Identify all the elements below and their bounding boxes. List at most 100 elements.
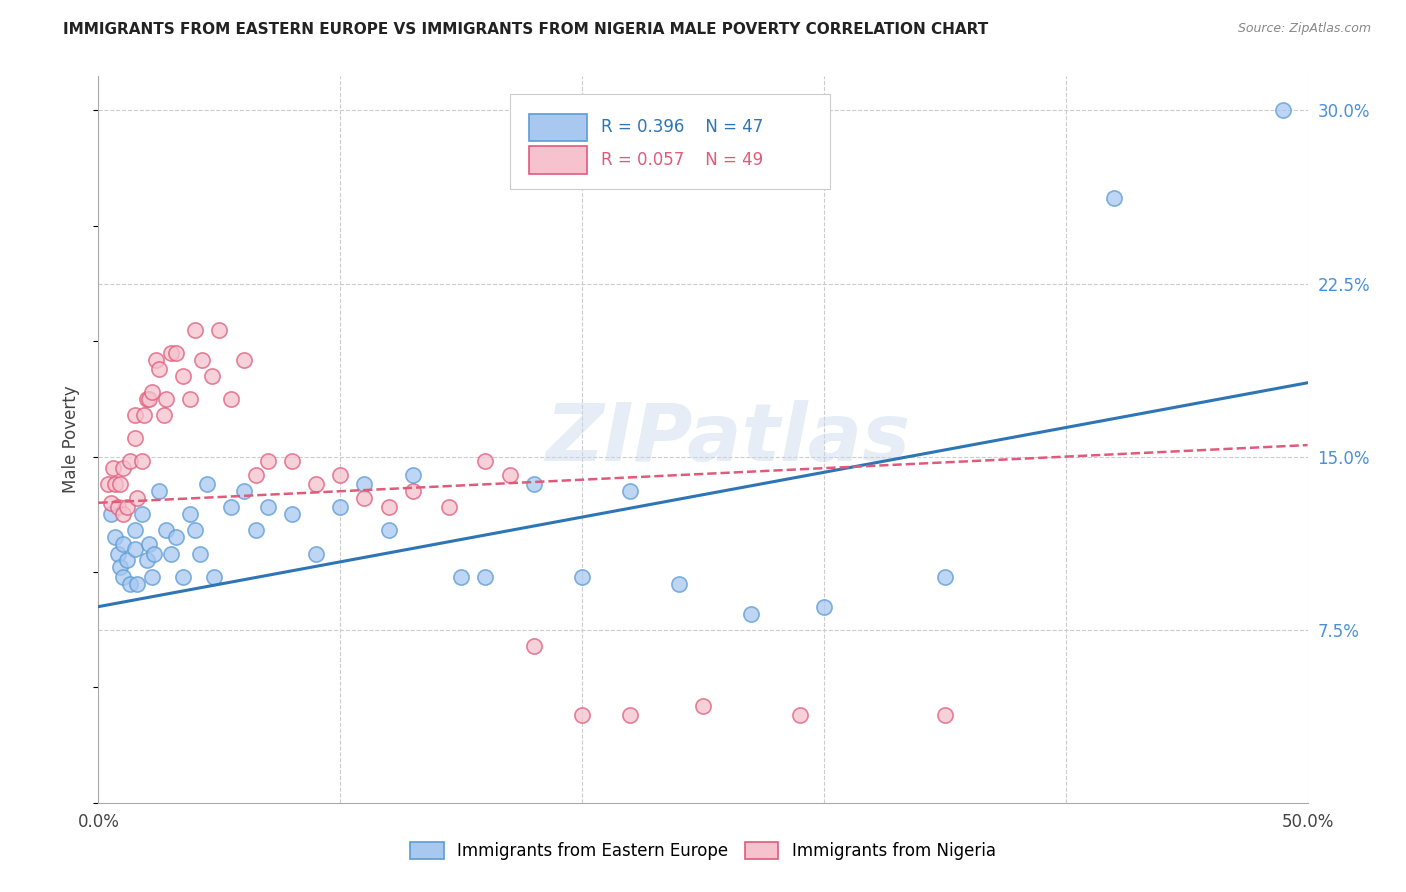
Point xyxy=(107,547,129,561)
Point xyxy=(172,368,194,383)
Point xyxy=(474,454,496,468)
Point xyxy=(138,537,160,551)
Point xyxy=(111,569,134,583)
Point xyxy=(152,408,174,422)
Point xyxy=(668,576,690,591)
Point xyxy=(474,569,496,583)
Point xyxy=(179,392,201,406)
Point xyxy=(141,384,163,399)
Point xyxy=(204,569,226,583)
Point xyxy=(353,491,375,505)
Point xyxy=(188,547,211,561)
Text: ZIPatlas: ZIPatlas xyxy=(544,401,910,478)
Point xyxy=(256,454,278,468)
Point xyxy=(305,547,328,561)
Point xyxy=(118,576,141,591)
Point xyxy=(692,698,714,713)
Point xyxy=(160,345,183,359)
Point xyxy=(172,569,194,583)
Point xyxy=(934,708,956,723)
Point xyxy=(111,537,134,551)
Point xyxy=(201,368,224,383)
Point xyxy=(117,500,139,515)
Point xyxy=(232,484,254,499)
Point xyxy=(281,454,304,468)
Point xyxy=(135,392,157,406)
Point xyxy=(165,345,187,359)
Point xyxy=(148,362,170,376)
Point xyxy=(127,491,149,505)
Point xyxy=(402,484,425,499)
Point xyxy=(619,708,641,723)
Point xyxy=(111,461,134,475)
Point xyxy=(571,569,593,583)
Point xyxy=(221,392,243,406)
Point xyxy=(740,607,762,621)
Point xyxy=(184,524,207,538)
Y-axis label: Male Poverty: Male Poverty xyxy=(62,385,80,493)
Point xyxy=(221,500,243,515)
Point xyxy=(124,431,146,445)
Point xyxy=(124,408,146,422)
Point xyxy=(571,708,593,723)
Point xyxy=(155,524,177,538)
Point xyxy=(195,477,218,491)
Point xyxy=(155,392,177,406)
Point xyxy=(100,496,122,510)
Point xyxy=(305,477,328,491)
Point xyxy=(208,323,231,337)
Point xyxy=(245,468,267,483)
Point xyxy=(107,500,129,515)
Point xyxy=(131,508,153,522)
Point xyxy=(135,553,157,567)
Text: IMMIGRANTS FROM EASTERN EUROPE VS IMMIGRANTS FROM NIGERIA MALE POVERTY CORRELATI: IMMIGRANTS FROM EASTERN EUROPE VS IMMIGR… xyxy=(63,22,988,37)
FancyBboxPatch shape xyxy=(509,94,830,188)
Point xyxy=(134,408,156,422)
Point xyxy=(124,541,146,556)
Point xyxy=(179,508,201,522)
FancyBboxPatch shape xyxy=(529,113,586,141)
Point xyxy=(498,468,520,483)
Point xyxy=(523,639,546,653)
FancyBboxPatch shape xyxy=(529,146,586,174)
Point xyxy=(402,468,425,483)
Point xyxy=(100,508,122,522)
Point xyxy=(143,547,166,561)
Point xyxy=(450,569,472,583)
Point xyxy=(111,508,134,522)
Point xyxy=(138,392,160,406)
Point xyxy=(245,524,267,538)
Point xyxy=(104,530,127,544)
Point xyxy=(329,468,352,483)
Point xyxy=(377,500,399,515)
Point xyxy=(118,454,141,468)
Point xyxy=(165,530,187,544)
Point xyxy=(256,500,278,515)
Point xyxy=(377,524,399,538)
Point xyxy=(117,553,139,567)
Point xyxy=(1102,191,1125,205)
Point xyxy=(97,477,120,491)
Point xyxy=(104,477,127,491)
Legend: Immigrants from Eastern Europe, Immigrants from Nigeria: Immigrants from Eastern Europe, Immigran… xyxy=(404,835,1002,866)
Point xyxy=(145,352,167,367)
Point xyxy=(232,352,254,367)
Point xyxy=(184,323,207,337)
Point xyxy=(619,484,641,499)
Point xyxy=(101,461,124,475)
Point xyxy=(124,524,146,538)
Point xyxy=(523,477,546,491)
Point xyxy=(131,454,153,468)
Text: R = 0.057    N = 49: R = 0.057 N = 49 xyxy=(602,151,763,169)
Point xyxy=(127,576,149,591)
Point xyxy=(1272,103,1295,118)
Point xyxy=(813,599,835,614)
Text: Source: ZipAtlas.com: Source: ZipAtlas.com xyxy=(1237,22,1371,36)
Point xyxy=(160,547,183,561)
Point xyxy=(437,500,460,515)
Point xyxy=(141,569,163,583)
Point xyxy=(789,708,811,723)
Point xyxy=(329,500,352,515)
Point xyxy=(191,352,214,367)
Point xyxy=(148,484,170,499)
